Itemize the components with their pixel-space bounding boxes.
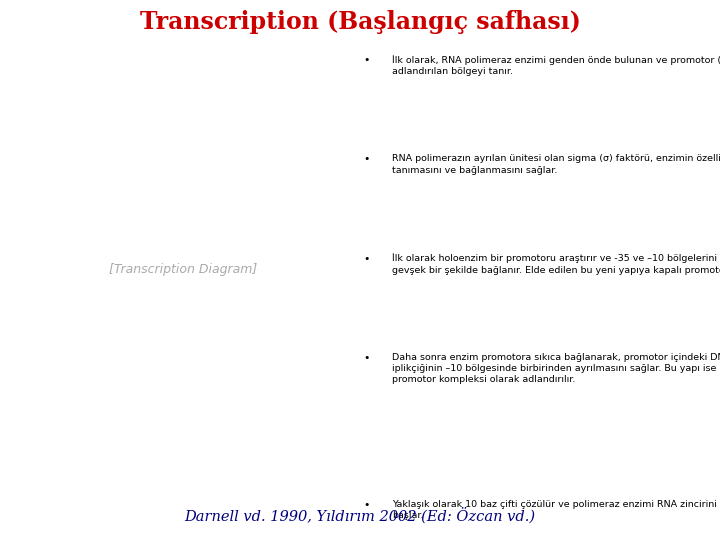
Text: [Transcription Diagram]: [Transcription Diagram] <box>109 264 258 276</box>
Text: •: • <box>364 55 370 65</box>
Text: Daha sonra enzim promotora sıkıca bağlanarak, promotor içindeki DNA'nın iki
ipli: Daha sonra enzim promotora sıkıca bağlan… <box>392 353 720 384</box>
Text: Yaklaşık olarak 10 baz çifti çözülür ve polimeraz enzimi RNA zincirini inşa etme: Yaklaşık olarak 10 baz çifti çözülür ve … <box>392 500 720 520</box>
Text: •: • <box>364 154 370 164</box>
Text: •: • <box>364 254 370 264</box>
Text: İlk olarak holoenzim bir promotoru araştırır ve -35 ve –10 bölgelerini tanıyarak: İlk olarak holoenzim bir promotoru araşt… <box>392 254 720 275</box>
Text: Darnell vd. 1990, Yıldırım 2002 (Ed: Özcan vd.): Darnell vd. 1990, Yıldırım 2002 (Ed: Özc… <box>184 508 536 524</box>
Text: RNA polimerazın ayrılan ünitesi olan sigma (σ) faktörü, enzimin özellikle promot: RNA polimerazın ayrılan ünitesi olan sig… <box>392 154 720 174</box>
Text: Transcription (Başlangıç safhası): Transcription (Başlangıç safhası) <box>140 10 580 33</box>
Text: •: • <box>364 500 370 510</box>
Text: İlk olarak, RNA polimeraz enzimi genden önde bulunan ve promotor (teşvik edici) : İlk olarak, RNA polimeraz enzimi genden … <box>392 55 720 76</box>
Text: •: • <box>364 353 370 363</box>
